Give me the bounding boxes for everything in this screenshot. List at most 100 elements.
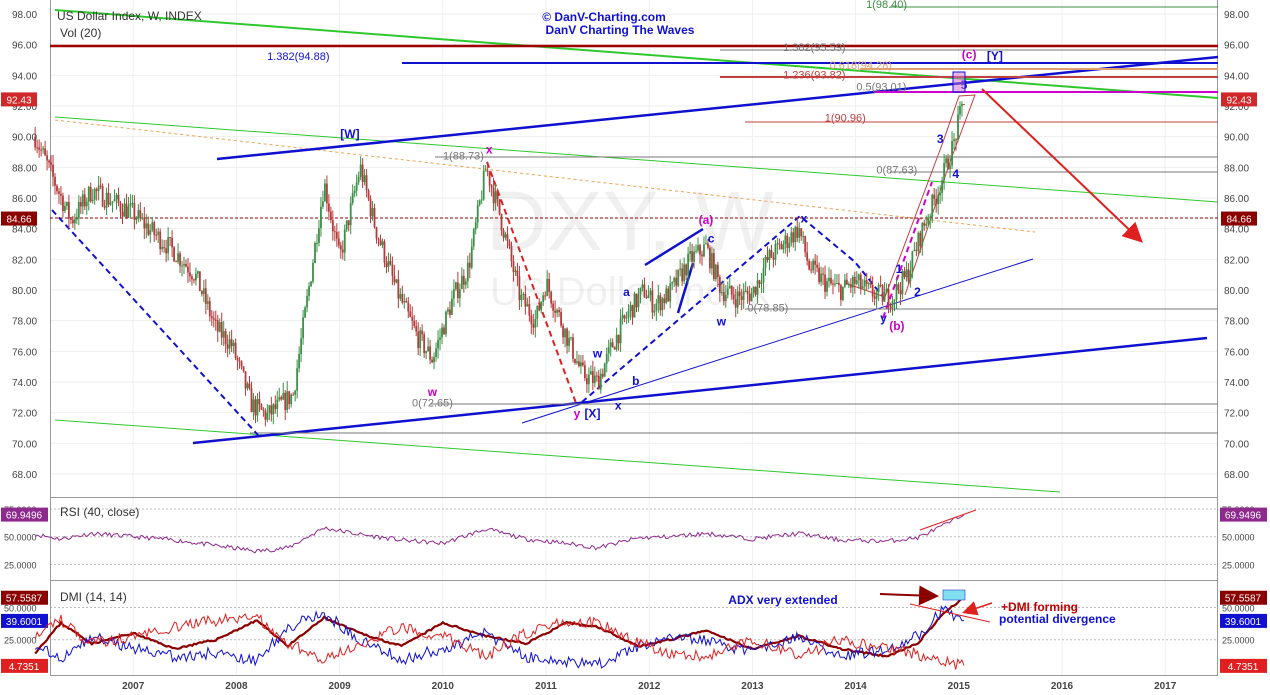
candle-body xyxy=(46,155,48,161)
price-tick-left: 84.00 xyxy=(12,225,37,236)
dmi-marker-right xyxy=(1220,613,1267,628)
candle-body xyxy=(780,244,783,250)
candle-body xyxy=(117,194,120,204)
subtitle-text: DanV Charting The Waves xyxy=(546,23,695,37)
candle-body xyxy=(458,289,461,299)
candle-body xyxy=(320,206,322,229)
candle-body xyxy=(222,331,225,338)
rsi-marker-label: 69.9496 xyxy=(6,511,43,522)
candle-body xyxy=(280,397,283,400)
candle-body xyxy=(415,325,418,332)
candle-body xyxy=(617,334,620,344)
candle-body xyxy=(857,274,860,281)
rsi-tick: 50.0000 xyxy=(4,533,37,543)
year-tick: 2013 xyxy=(741,681,764,692)
year-tick: 2010 xyxy=(432,681,455,692)
candle-body xyxy=(151,222,154,231)
candle-body xyxy=(955,139,957,141)
candle-body xyxy=(60,193,62,196)
candle-body xyxy=(923,222,926,226)
price-tick-left: 78.00 xyxy=(12,317,37,328)
candle-body xyxy=(145,223,148,229)
candle-body xyxy=(149,230,152,235)
candle-body xyxy=(744,290,747,292)
candle-body xyxy=(363,175,366,183)
candle-body xyxy=(159,231,162,250)
candle-body xyxy=(105,192,108,208)
candle-body xyxy=(389,260,392,265)
dmi-note-1: +DMI forming xyxy=(1001,600,1078,614)
candle-body xyxy=(67,202,70,219)
candle-body xyxy=(611,342,614,348)
candle-body xyxy=(641,284,644,288)
price-tick-left: 70.00 xyxy=(12,439,37,450)
candle-body xyxy=(413,320,416,326)
candle-body xyxy=(129,203,132,207)
wave-label: b xyxy=(632,374,639,388)
year-tick: 2009 xyxy=(328,681,351,692)
candle-body xyxy=(582,362,584,366)
candle-body xyxy=(669,283,672,302)
candle-body xyxy=(449,309,451,315)
candle-body xyxy=(119,203,122,212)
candle-body xyxy=(157,231,160,235)
candle-body xyxy=(232,342,235,347)
candle-body xyxy=(137,210,140,219)
candle-body xyxy=(585,378,588,385)
candle-body xyxy=(258,399,261,405)
candle-body xyxy=(453,289,455,299)
candle-body xyxy=(712,253,715,280)
candle-body xyxy=(536,305,539,320)
candle-body xyxy=(381,241,384,245)
candle-body xyxy=(427,346,430,352)
candle-body xyxy=(193,279,195,281)
candle-body xyxy=(139,210,142,218)
candle-body xyxy=(373,208,376,228)
dmi-tick: 25.0000 xyxy=(4,636,37,646)
candle-body xyxy=(81,194,84,207)
candle-body xyxy=(647,295,650,299)
candle-body xyxy=(728,285,731,289)
dmi-note-2: potential divergence xyxy=(999,612,1116,626)
wave-annotations: [W]x1(88.73)(a)cxawwb0(78.85)w0(72.65)y[… xyxy=(267,0,1003,420)
candle-body xyxy=(621,315,624,319)
candle-body xyxy=(161,247,164,250)
candle-body xyxy=(853,276,856,284)
candle-body xyxy=(254,399,257,416)
candle-body xyxy=(772,257,775,260)
candle-body xyxy=(329,211,332,220)
candle-body xyxy=(133,203,136,220)
wave-label: 2 xyxy=(914,285,921,299)
candle-body xyxy=(282,392,285,400)
candle-body xyxy=(834,283,836,285)
candle-body xyxy=(238,360,241,362)
price-marker-label: 92.43 xyxy=(1226,95,1251,106)
candle-body xyxy=(50,162,52,165)
candle-body xyxy=(863,280,866,287)
candle-body xyxy=(748,293,751,302)
candle-body xyxy=(375,227,378,239)
year-tick: 2014 xyxy=(844,681,867,692)
candle-body xyxy=(770,250,773,258)
price-tick-left: 94.00 xyxy=(12,71,37,82)
dmi-tick: 50.0000 xyxy=(1222,603,1255,613)
candle-body xyxy=(212,318,215,320)
candle-body xyxy=(532,324,535,328)
dmi-marker-left xyxy=(1,613,48,628)
candle-body xyxy=(951,141,953,166)
candle-body xyxy=(941,180,944,193)
candle-body xyxy=(322,201,324,207)
candle-body xyxy=(165,248,168,254)
wave-label: [Y] xyxy=(987,49,1003,63)
candle-body xyxy=(812,260,815,271)
price-tick-left: 90.00 xyxy=(12,133,37,144)
wave-label: [W] xyxy=(340,127,359,141)
price-tick-left: 86.00 xyxy=(12,194,37,205)
rsi-marker-left xyxy=(1,507,48,522)
candle-body xyxy=(220,322,223,338)
candle-body xyxy=(903,271,906,278)
dmi-marker-label: 4.7351 xyxy=(9,662,40,673)
candle-body xyxy=(208,301,211,317)
candle-body xyxy=(703,244,705,257)
candle-body xyxy=(91,199,94,202)
